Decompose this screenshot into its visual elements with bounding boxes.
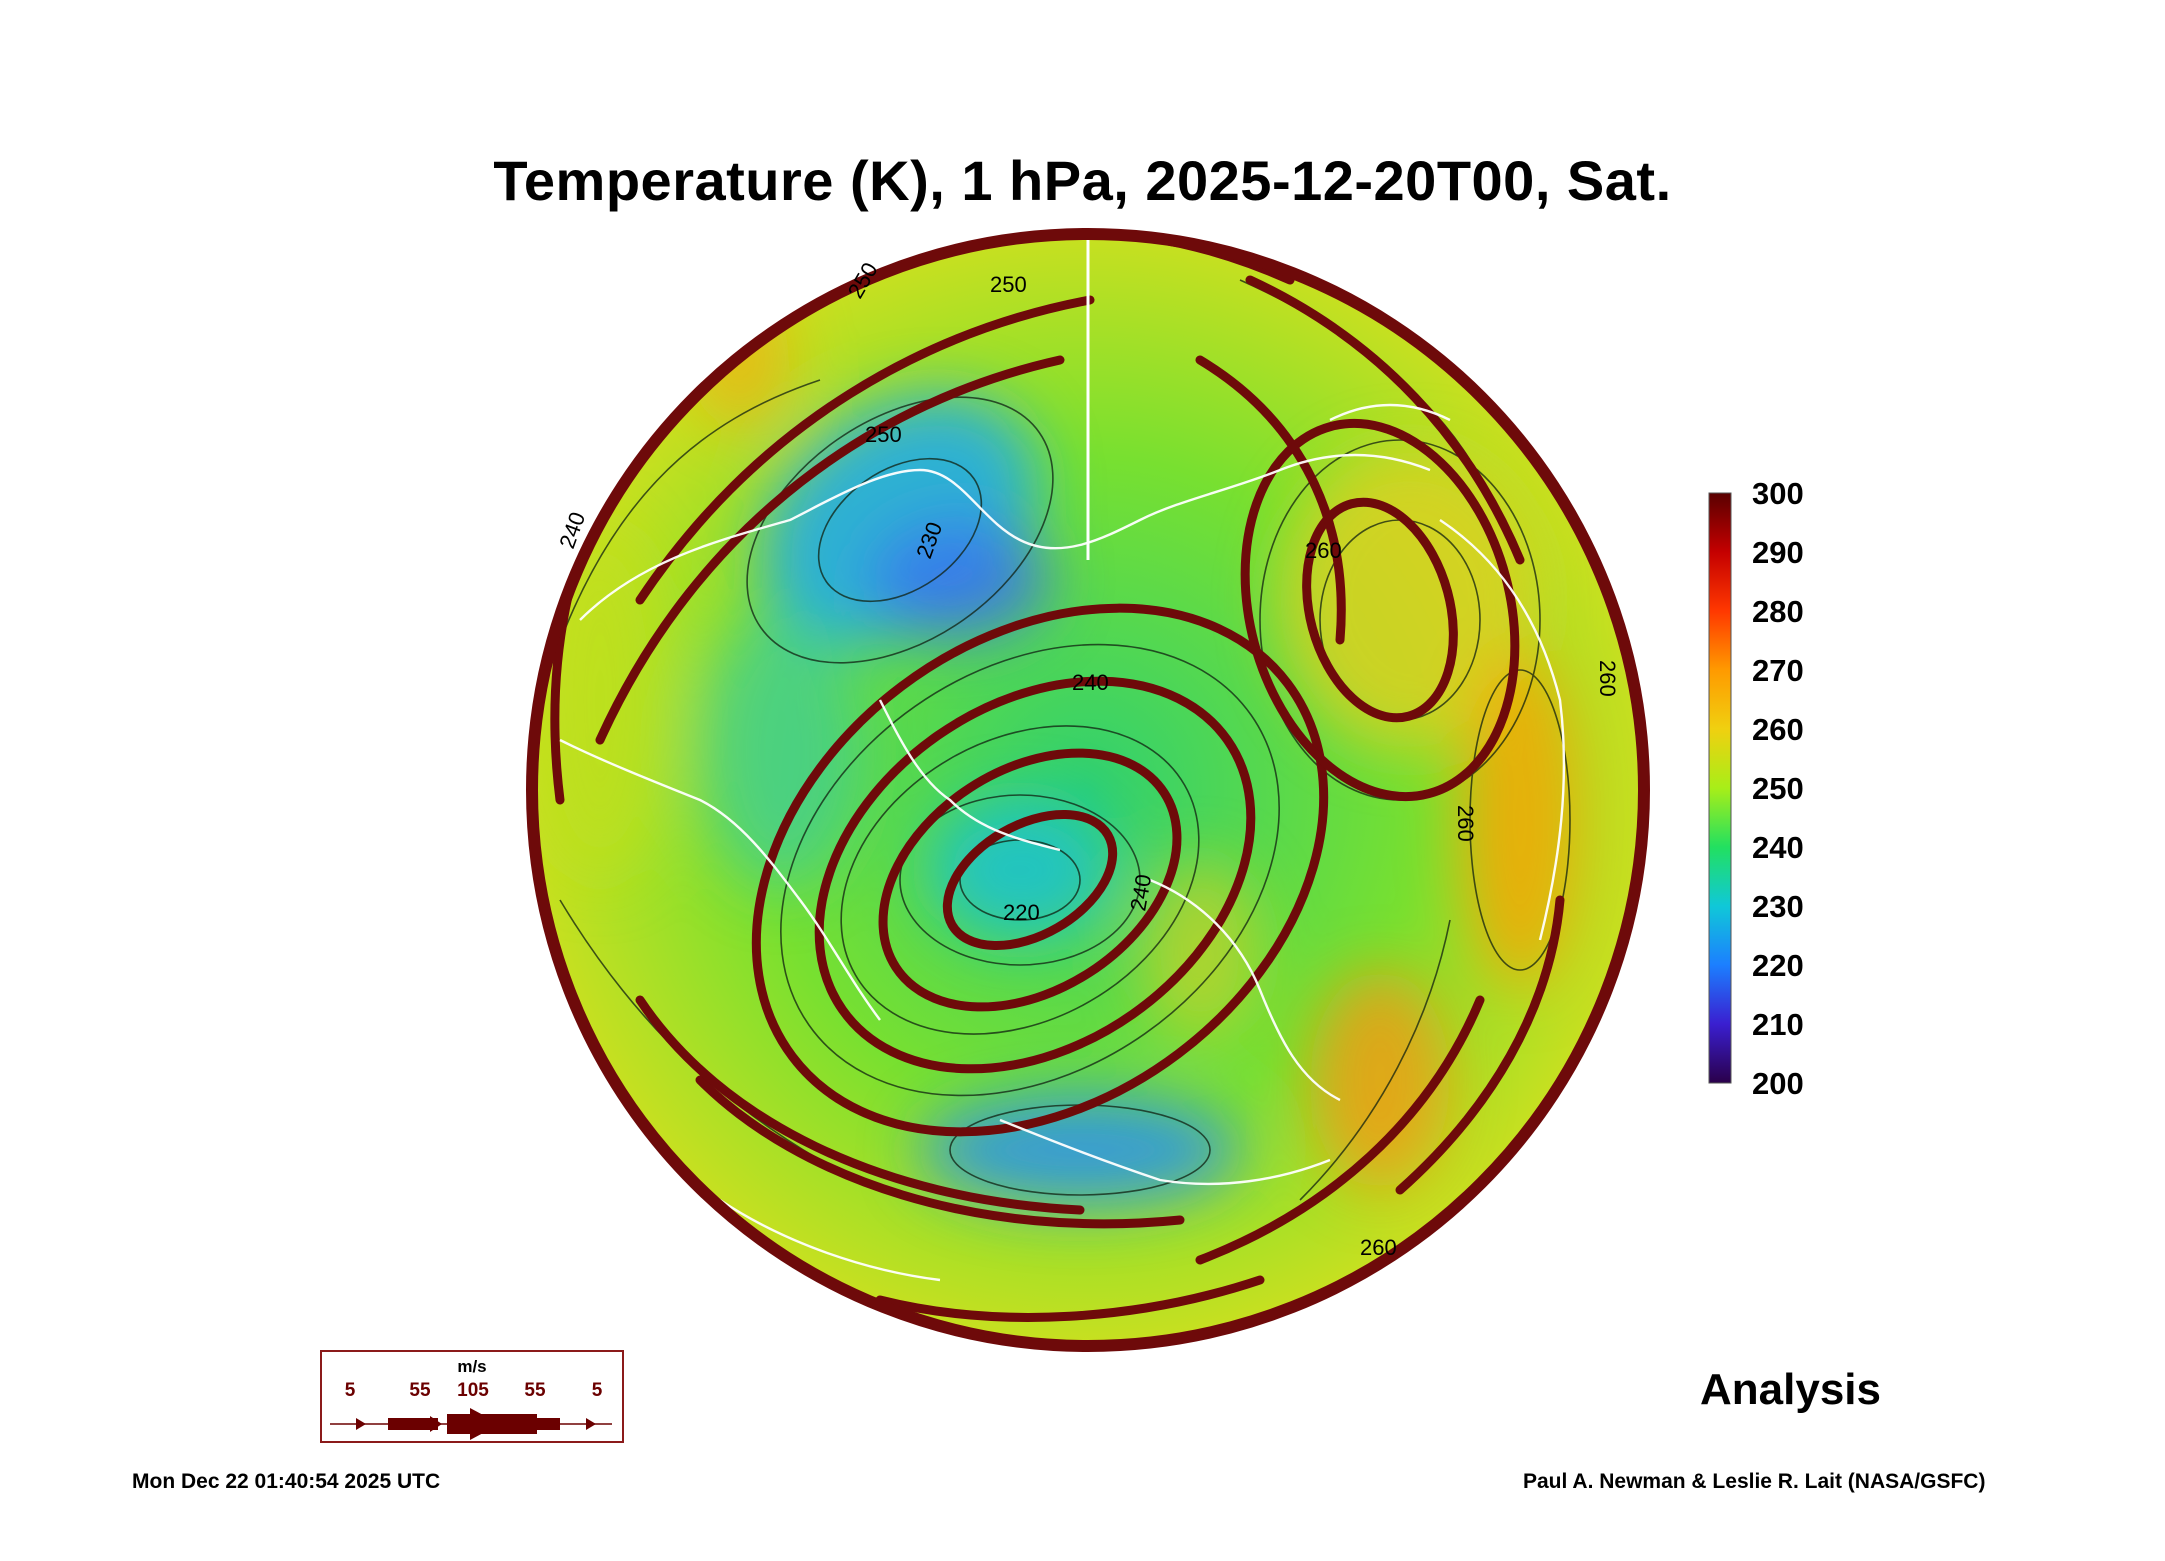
wind-value-label: 55 xyxy=(524,1380,546,1401)
wind-value-label: 105 xyxy=(457,1380,489,1401)
temperature-field xyxy=(532,234,1644,1346)
contour-label: 260 xyxy=(1360,1235,1397,1260)
coastlines xyxy=(559,403,1566,1282)
map-title: Temperature (K), 1 hPa, 2025-12-20T00, S… xyxy=(493,149,1672,212)
colorbar-label: 250 xyxy=(1752,771,1804,806)
contour-label: 260 xyxy=(1453,805,1478,842)
wind-legend-arrow xyxy=(330,1408,612,1440)
colorbar-label: 260 xyxy=(1752,712,1804,747)
timestamp: Mon Dec 22 01:40:54 2025 UTC xyxy=(132,1470,441,1493)
colorbar-label: 230 xyxy=(1752,889,1804,924)
wind-speed-legend: m/s 5 55 105 55 5 xyxy=(320,1350,624,1443)
colorbar xyxy=(1708,492,1732,1084)
contour-label: 250 xyxy=(990,272,1027,297)
analysis-label: Analysis xyxy=(1700,1365,1881,1414)
contour-label: 220 xyxy=(1003,900,1040,925)
wind-value-label: 5 xyxy=(344,1380,356,1401)
contour-label: 240 xyxy=(1072,670,1109,695)
colorbar-label: 210 xyxy=(1752,1007,1804,1042)
contour-label: 260 xyxy=(1595,660,1620,697)
colorbar-label: 270 xyxy=(1752,653,1804,688)
colorbar-label: 300 xyxy=(1752,476,1804,511)
wind-value-label: 5 xyxy=(591,1380,603,1401)
wind-streamlines xyxy=(550,234,1565,1322)
colorbar-label: 280 xyxy=(1752,594,1804,629)
wind-value-label: 55 xyxy=(409,1380,431,1401)
contour-label: 260 xyxy=(1305,538,1342,563)
colorbar-label: 240 xyxy=(1752,830,1804,865)
credit: Paul A. Newman & Leslie R. Lait (NASA/GS… xyxy=(1523,1470,1986,1493)
colorbar-label: 220 xyxy=(1752,948,1804,983)
contour-label: 250 xyxy=(865,422,902,447)
wind-unit-label: m/s xyxy=(457,1357,487,1376)
colorbar-label: 200 xyxy=(1752,1066,1804,1101)
colorbar-label: 290 xyxy=(1752,535,1804,570)
